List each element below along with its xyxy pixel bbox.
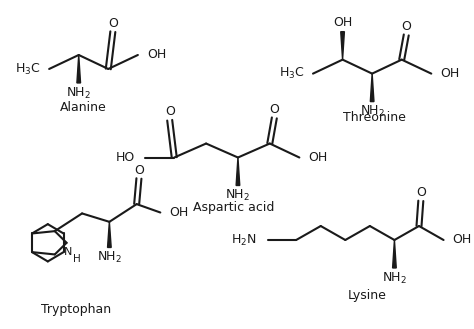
Text: H: H <box>73 254 81 264</box>
Text: O: O <box>134 164 144 177</box>
Text: O: O <box>108 17 118 30</box>
Text: O: O <box>269 103 279 116</box>
Text: O: O <box>165 105 174 118</box>
Text: H$_2$N: H$_2$N <box>230 233 256 247</box>
Text: NH$_2$: NH$_2$ <box>226 188 250 203</box>
Text: OH: OH <box>453 234 472 246</box>
Text: NH$_2$: NH$_2$ <box>382 271 407 286</box>
Polygon shape <box>341 32 345 60</box>
Text: OH: OH <box>440 67 460 80</box>
Text: NH$_2$: NH$_2$ <box>66 86 91 101</box>
Polygon shape <box>108 222 111 247</box>
Text: Threonine: Threonine <box>343 112 406 124</box>
Text: O: O <box>401 20 411 33</box>
Text: OH: OH <box>333 16 352 29</box>
Polygon shape <box>77 55 81 83</box>
Text: OH: OH <box>309 151 328 164</box>
Text: N: N <box>64 247 73 257</box>
Polygon shape <box>392 240 396 268</box>
Polygon shape <box>236 158 240 186</box>
Text: Aspartic acid: Aspartic acid <box>193 201 274 214</box>
Polygon shape <box>370 74 374 102</box>
Text: HO: HO <box>116 151 135 164</box>
Text: Tryptophan: Tryptophan <box>41 303 111 316</box>
Text: Lysine: Lysine <box>348 290 387 302</box>
Text: H$_3$C: H$_3$C <box>279 66 305 81</box>
Text: OH: OH <box>169 206 189 219</box>
Text: NH$_2$: NH$_2$ <box>97 250 122 265</box>
Text: OH: OH <box>147 48 166 62</box>
Text: O: O <box>416 186 426 199</box>
Text: H$_3$C: H$_3$C <box>15 62 41 77</box>
Text: Alanine: Alanine <box>60 101 107 114</box>
Text: NH$_2$: NH$_2$ <box>360 104 384 119</box>
